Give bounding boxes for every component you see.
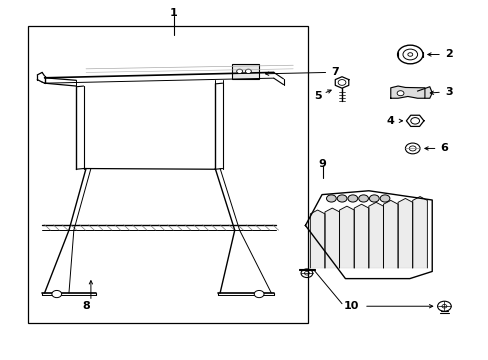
- Circle shape: [358, 195, 367, 202]
- Polygon shape: [390, 86, 424, 98]
- Text: 4: 4: [386, 116, 394, 126]
- Text: 1: 1: [169, 8, 177, 18]
- Bar: [232, 64, 259, 78]
- Text: 3: 3: [445, 87, 452, 97]
- Text: 7: 7: [330, 67, 338, 77]
- Circle shape: [245, 69, 251, 73]
- Text: 5: 5: [313, 91, 321, 101]
- Polygon shape: [325, 208, 339, 268]
- Circle shape: [326, 195, 336, 202]
- Circle shape: [396, 91, 403, 96]
- Text: 8: 8: [82, 301, 90, 311]
- Polygon shape: [368, 202, 383, 268]
- Polygon shape: [310, 210, 325, 268]
- Polygon shape: [353, 204, 368, 268]
- Polygon shape: [417, 87, 431, 98]
- Circle shape: [379, 195, 389, 202]
- Circle shape: [368, 195, 378, 202]
- Text: 9: 9: [318, 159, 326, 169]
- Circle shape: [337, 195, 346, 202]
- Text: 6: 6: [440, 143, 447, 153]
- Text: 10: 10: [344, 301, 359, 311]
- Circle shape: [236, 69, 242, 73]
- Polygon shape: [339, 206, 353, 268]
- Bar: [27, 26, 307, 323]
- Text: 2: 2: [445, 49, 452, 59]
- Polygon shape: [412, 197, 427, 268]
- Polygon shape: [397, 198, 412, 268]
- Polygon shape: [383, 201, 397, 268]
- Circle shape: [254, 291, 264, 298]
- Circle shape: [52, 291, 61, 298]
- Circle shape: [347, 195, 357, 202]
